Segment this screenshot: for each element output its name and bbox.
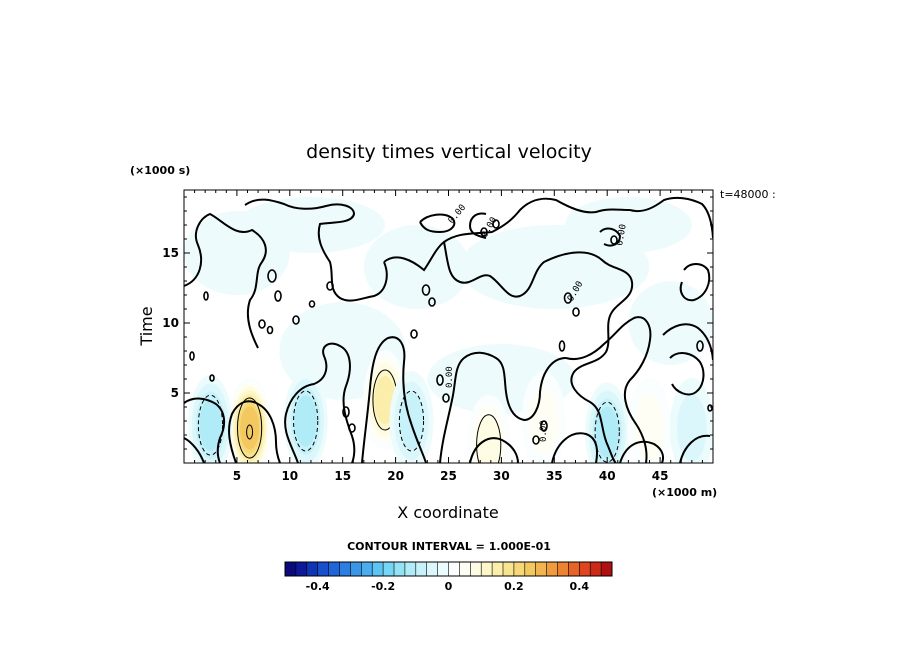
colorbar-tick-labels: -0.4 -0.2 0 0.2 0.4 [306, 580, 590, 593]
contour-label: 0.00 [615, 223, 629, 246]
background-patch [363, 225, 470, 309]
negative-contour [594, 401, 620, 463]
y-tick-label: 10 [162, 316, 179, 330]
field-level [240, 406, 260, 450]
field-features [188, 350, 713, 463]
chart-title: density times vertical velocity [306, 141, 592, 163]
y-axis-title: Time [137, 306, 156, 346]
colorbar-swatch [437, 562, 449, 576]
zero-contours [184, 196, 713, 463]
contour-interval-label: CONTOUR INTERVAL = 1.000E-01 [347, 540, 551, 553]
field-minimum [283, 371, 328, 463]
x-tick-label: 10 [281, 469, 298, 483]
colorbar-frame [284, 561, 613, 577]
colorbar-swatch [481, 562, 493, 576]
colorbar-swatch [579, 562, 591, 576]
colorbar-swatch [590, 562, 602, 576]
colorbar-swatch [328, 562, 340, 576]
colorbar-swatch [394, 562, 406, 576]
colorbar-tick-label: 0.4 [570, 580, 590, 593]
colorbar-swatch [372, 562, 384, 576]
colorbar-swatch [513, 562, 526, 576]
positive-contour [476, 414, 502, 463]
colorbar-swatch [306, 562, 318, 576]
colorbar-tick-label: 0.2 [504, 580, 524, 593]
negative-contour [398, 390, 425, 452]
y-tick-label: 15 [162, 246, 179, 260]
y-units-label: (×1000 s) [130, 164, 190, 177]
colorbar-swatch [557, 562, 569, 576]
colorbar-swatch [339, 562, 351, 576]
colorbar-swatch [470, 562, 482, 576]
colorbar-swatch [524, 562, 536, 576]
contour-label: 0.00 [445, 366, 455, 388]
x-tick-label: 5 [233, 469, 241, 483]
colorbar-swatch [350, 562, 362, 576]
positive-contour [236, 397, 263, 459]
background-patch [628, 281, 713, 365]
small-contour-blobs [189, 219, 713, 445]
colorbar-swatch [415, 562, 427, 576]
colorbar-swatch [426, 562, 438, 576]
y-tick-label: 5 [171, 386, 179, 400]
colorbar-tick-label: -0.2 [371, 580, 395, 593]
x-units-label: (×1000 m) [652, 486, 717, 499]
background-patch [564, 197, 692, 253]
colorbar-swatch [601, 562, 613, 576]
y-tick-labels: 5 10 15 [162, 246, 179, 400]
x-tick-label: 15 [334, 469, 351, 483]
contour-label: 0.00 [539, 420, 549, 442]
x-axis-title: X coordinate [397, 503, 498, 522]
x-tick-label: 20 [387, 469, 404, 483]
colorbar-tick-label: -0.4 [306, 580, 330, 593]
background-patch [236, 197, 386, 253]
field-minimum [389, 371, 434, 463]
field-level [676, 394, 707, 462]
colorbar-swatch [317, 562, 329, 576]
colorbar-swatch [383, 562, 395, 576]
x-tick-label: 25 [440, 469, 457, 483]
time-annotation: t=48000 : [720, 188, 776, 201]
field-minimum [585, 382, 630, 463]
plot-area [184, 190, 713, 463]
x-tick-label: 35 [546, 469, 563, 483]
negative-contour [293, 390, 319, 452]
colorbar-swatch [535, 562, 547, 576]
colorbar-swatch [295, 562, 308, 576]
x-tick-label: 40 [599, 469, 616, 483]
colorbar-swatch [568, 562, 580, 576]
field-level [399, 392, 424, 450]
colorbar-swatch [503, 562, 515, 576]
field-maximum [227, 378, 272, 463]
positive-contour [246, 424, 254, 440]
colorbar-swatch [492, 562, 504, 576]
colorbar [284, 562, 613, 576]
axis-ticks [184, 190, 713, 463]
negative-contour [197, 394, 224, 456]
x-tick-labels: 5 10 15 20 25 30 35 40 45 [233, 469, 669, 483]
colorbar-swatch [459, 562, 471, 576]
field-minimum [669, 378, 713, 463]
field-level [294, 395, 317, 447]
colorbar-swatch [546, 562, 558, 576]
field-level [199, 399, 222, 451]
colorbar-swatch [448, 562, 460, 576]
colorbar-swatch [361, 562, 373, 576]
x-tick-label: 45 [652, 469, 669, 483]
colorbar-tick-label: 0 [445, 580, 453, 593]
x-tick-label: 30 [493, 469, 510, 483]
colorbar-swatch [285, 562, 297, 576]
colorbar-swatch [404, 562, 417, 576]
